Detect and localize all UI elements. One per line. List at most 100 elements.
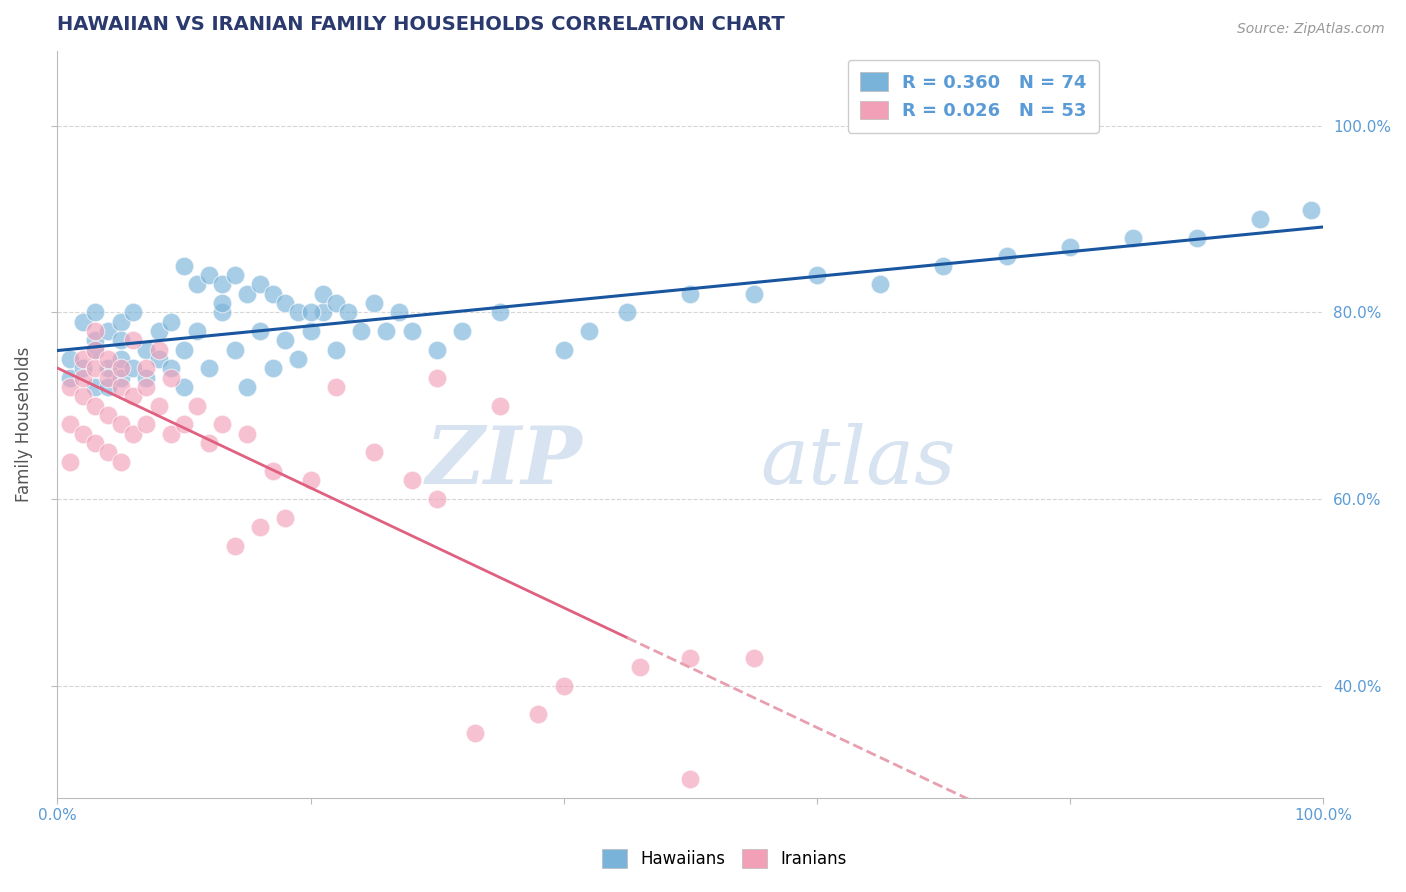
- Point: [84, 324, 107, 338]
- Point: [1299, 202, 1322, 217]
- Point: [173, 259, 195, 273]
- Point: [110, 352, 132, 367]
- Point: [262, 286, 284, 301]
- Point: [742, 651, 765, 665]
- Point: [84, 436, 107, 450]
- Point: [1122, 230, 1144, 244]
- Point: [135, 343, 157, 357]
- Point: [249, 324, 271, 338]
- Point: [173, 343, 195, 357]
- Point: [274, 334, 297, 348]
- Point: [59, 455, 82, 469]
- Point: [553, 343, 575, 357]
- Point: [72, 352, 94, 367]
- Point: [135, 417, 157, 432]
- Point: [110, 417, 132, 432]
- Point: [211, 417, 233, 432]
- Point: [299, 474, 322, 488]
- Text: HAWAIIAN VS IRANIAN FAMILY HOUSEHOLDS CORRELATION CHART: HAWAIIAN VS IRANIAN FAMILY HOUSEHOLDS CO…: [58, 15, 785, 34]
- Point: [97, 380, 120, 394]
- Point: [186, 277, 208, 292]
- Point: [742, 286, 765, 301]
- Point: [616, 305, 638, 319]
- Point: [224, 268, 246, 282]
- Point: [59, 380, 82, 394]
- Point: [186, 399, 208, 413]
- Point: [299, 305, 322, 319]
- Point: [224, 343, 246, 357]
- Point: [122, 426, 145, 441]
- Point: [236, 380, 259, 394]
- Point: [122, 389, 145, 403]
- Legend: Hawaiians, Iranians: Hawaiians, Iranians: [595, 843, 853, 875]
- Point: [236, 426, 259, 441]
- Point: [160, 315, 183, 329]
- Point: [97, 324, 120, 338]
- Point: [173, 417, 195, 432]
- Point: [489, 399, 512, 413]
- Point: [84, 343, 107, 357]
- Point: [401, 474, 423, 488]
- Point: [274, 511, 297, 525]
- Point: [287, 305, 309, 319]
- Point: [97, 352, 120, 367]
- Point: [426, 492, 449, 507]
- Point: [312, 305, 335, 319]
- Point: [110, 334, 132, 348]
- Point: [160, 361, 183, 376]
- Text: Source: ZipAtlas.com: Source: ZipAtlas.com: [1237, 22, 1385, 37]
- Point: [198, 361, 221, 376]
- Point: [148, 352, 170, 367]
- Legend: R = 0.360   N = 74, R = 0.026   N = 53: R = 0.360 N = 74, R = 0.026 N = 53: [848, 60, 1099, 133]
- Point: [274, 296, 297, 310]
- Point: [84, 361, 107, 376]
- Point: [72, 370, 94, 384]
- Point: [59, 370, 82, 384]
- Point: [148, 399, 170, 413]
- Point: [84, 343, 107, 357]
- Point: [325, 380, 347, 394]
- Point: [262, 361, 284, 376]
- Point: [426, 343, 449, 357]
- Point: [211, 277, 233, 292]
- Point: [122, 334, 145, 348]
- Point: [148, 324, 170, 338]
- Point: [578, 324, 600, 338]
- Point: [97, 361, 120, 376]
- Point: [527, 706, 550, 721]
- Point: [198, 436, 221, 450]
- Point: [160, 426, 183, 441]
- Point: [325, 343, 347, 357]
- Point: [72, 426, 94, 441]
- Point: [489, 305, 512, 319]
- Point: [363, 445, 385, 459]
- Point: [110, 455, 132, 469]
- Point: [312, 286, 335, 301]
- Point: [553, 679, 575, 693]
- Point: [186, 324, 208, 338]
- Point: [401, 324, 423, 338]
- Point: [1059, 240, 1081, 254]
- Point: [995, 249, 1018, 263]
- Point: [679, 651, 702, 665]
- Point: [249, 520, 271, 534]
- Point: [110, 380, 132, 394]
- Point: [97, 408, 120, 422]
- Point: [375, 324, 398, 338]
- Point: [388, 305, 411, 319]
- Point: [59, 417, 82, 432]
- Point: [249, 277, 271, 292]
- Point: [211, 296, 233, 310]
- Point: [122, 361, 145, 376]
- Point: [110, 370, 132, 384]
- Point: [59, 352, 82, 367]
- Point: [426, 370, 449, 384]
- Point: [148, 343, 170, 357]
- Point: [198, 268, 221, 282]
- Point: [337, 305, 360, 319]
- Point: [84, 380, 107, 394]
- Point: [173, 380, 195, 394]
- Point: [72, 315, 94, 329]
- Point: [84, 399, 107, 413]
- Point: [97, 370, 120, 384]
